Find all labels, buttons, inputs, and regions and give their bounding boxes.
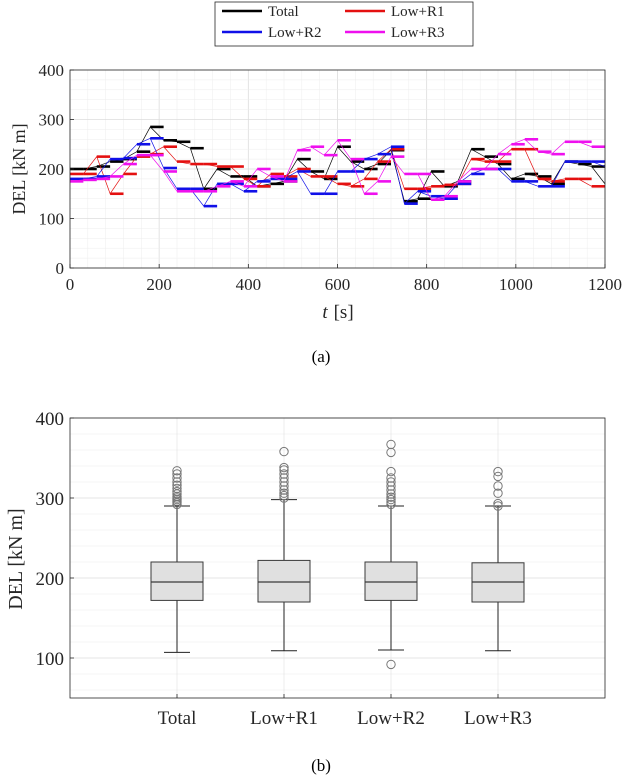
x-tick-label: Low+R1 <box>250 708 318 729</box>
series-low-r2 <box>70 137 606 208</box>
outlier-point <box>386 499 396 510</box>
outlier-point <box>279 462 289 473</box>
x-tick-labels: 0 200 400 600 800 1000 1200 <box>66 264 622 294</box>
y-axis-label: DEL [kN m] <box>9 123 29 214</box>
legend: Total Low+R1 Low+R2 Low+R3 <box>214 1 474 47</box>
outlier-point <box>493 488 503 498</box>
x-tick-label: 1000 <box>499 275 533 294</box>
y-tick-labels: 100 200 300 400 <box>36 409 74 670</box>
legend-label: Low+R1 <box>391 4 444 20</box>
x-tick-label: 200 <box>146 275 172 294</box>
x-tick-label: 600 <box>325 275 351 294</box>
y-tick-label: 300 <box>36 489 65 510</box>
y-tick-label: 400 <box>36 409 65 430</box>
y-tick-label: 200 <box>36 569 65 590</box>
legend-box <box>214 1 474 47</box>
outlier-point <box>279 469 289 479</box>
y-tick-label: 400 <box>39 61 65 80</box>
x-tick-label: 400 <box>236 275 262 294</box>
outlier-point <box>493 501 503 511</box>
y-tick-label: 0 <box>56 259 65 278</box>
grid <box>69 69 606 269</box>
outlier-point <box>386 492 396 502</box>
y-axis-label: DEL [kN m] <box>5 508 27 609</box>
x-axis-label: t [s] <box>322 302 353 323</box>
outlier-point <box>279 488 289 498</box>
box-iqr <box>364 561 418 601</box>
box-iqr <box>150 561 204 601</box>
series-total <box>70 125 606 203</box>
x-tick-label: 1200 <box>588 275 622 294</box>
outlier-point <box>386 477 396 487</box>
boxes-group <box>150 439 525 670</box>
box-iqr <box>257 559 311 603</box>
box-low-r3 <box>471 466 525 652</box>
y-tick-label: 100 <box>39 210 65 229</box>
legend-label: Low+R2 <box>268 25 321 41</box>
series-low-r3 <box>69 138 605 201</box>
outlier-point <box>279 490 289 501</box>
x-tick-label: 800 <box>414 275 440 294</box>
y-tick-label: 300 <box>39 111 65 130</box>
y-tick-label: 100 <box>36 649 65 670</box>
x-axis-unit: [s] <box>334 302 354 323</box>
outlier-point <box>172 483 182 494</box>
legend-label: Total <box>268 4 299 20</box>
x-tick-labels: Total Low+R1 Low+R2 Low+R3 <box>158 694 532 729</box>
outlier-point <box>279 465 289 475</box>
legend-label: Low+R3 <box>391 25 444 41</box>
panel-caption-b: (b) <box>311 756 331 775</box>
x-axis-variable: t <box>322 302 328 323</box>
outlier-point <box>386 473 396 483</box>
x-tick-label: 0 <box>66 275 75 294</box>
outlier-point <box>172 473 182 483</box>
outlier-point <box>386 659 396 670</box>
x-tick-label: Low+R3 <box>464 708 532 729</box>
outlier-point <box>493 498 503 509</box>
box-low-r1 <box>257 446 311 652</box>
y-tick-labels: 0 100 200 300 400 <box>39 61 74 278</box>
outlier-point <box>172 480 182 490</box>
box-total <box>150 466 204 653</box>
line-chart-panel: 0 200 400 600 800 1000 1200 0 100 200 300 400 t [s]… <box>9 1 622 366</box>
box-plot-panel: Total Low+R1 Low+R2 Low+R3 100 200 300 400 DEL… <box>5 409 606 775</box>
outlier-point <box>386 466 396 477</box>
plot-frame <box>69 417 606 699</box>
box-low-r2 <box>364 439 418 670</box>
outlier-point <box>386 439 396 450</box>
outlier-point <box>386 494 396 505</box>
panel-caption-a: (a) <box>312 347 331 366</box>
outlier-point <box>172 469 182 479</box>
series-group <box>69 125 606 208</box>
x-tick-label: Low+R2 <box>357 708 425 729</box>
outlier-point <box>493 471 503 482</box>
y-tick-label: 200 <box>39 160 65 179</box>
outlier-point <box>493 466 503 477</box>
grid <box>70 417 605 698</box>
outlier-point <box>172 486 182 497</box>
x-tick-label: Total <box>158 708 197 729</box>
outlier-point <box>279 446 289 457</box>
outlier-point <box>172 466 182 476</box>
outlier-point <box>493 481 503 491</box>
